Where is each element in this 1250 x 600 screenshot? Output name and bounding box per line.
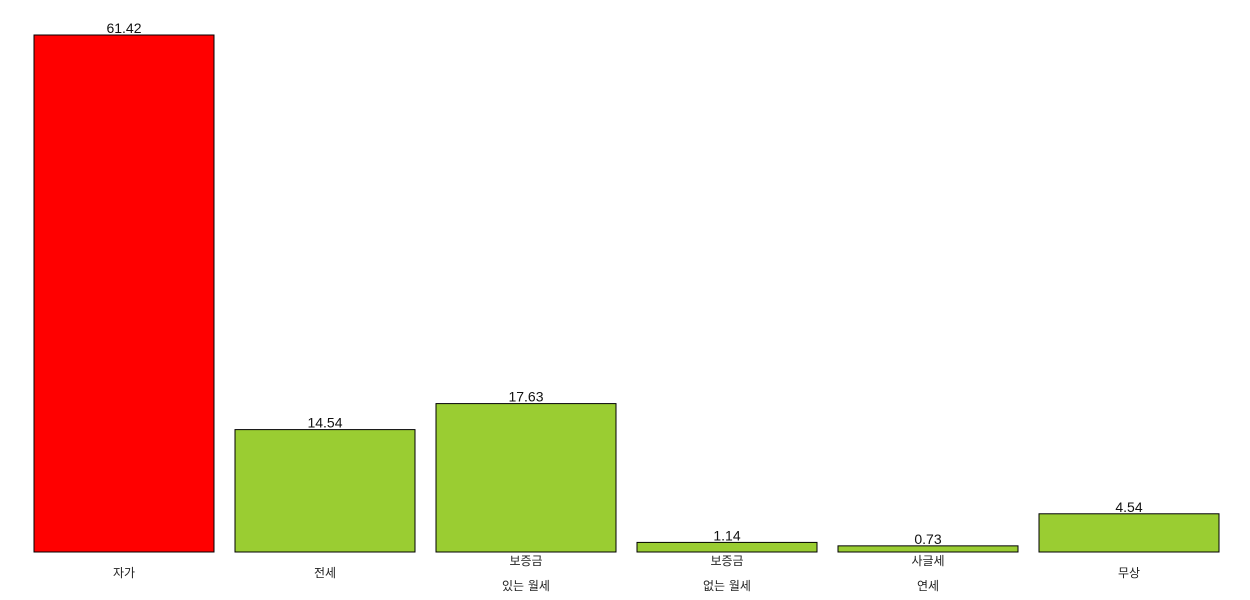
category-label-4-line-1: 연세 [917,579,939,593]
bar-2 [435,403,617,553]
category-label-5: 무상 [1118,566,1140,580]
category-label-4-line-0: 사글세 [911,554,944,568]
value-label-4: 0.73 [914,531,941,547]
value-label-3: 1.14 [713,527,740,543]
category-label-1: 전세 [314,566,336,580]
bar-1 [234,429,416,553]
value-label-1: 14.54 [307,415,342,431]
category-label-3-line-1: 없는 월세 [703,579,751,593]
bar-5 [1038,513,1220,553]
bar-0 [33,34,215,553]
category-label-2-line-0: 보증금 [509,554,542,568]
category-label-2-line-1: 있는 월세 [502,579,550,593]
bar-3 [636,541,818,553]
value-label-2: 17.63 [508,389,543,405]
value-label-0: 61.42 [106,20,141,36]
bar-4 [837,545,1019,553]
value-label-5: 4.54 [1115,499,1142,515]
category-label-0: 자가 [113,566,135,580]
category-label-3-line-0: 보증금 [710,554,743,568]
